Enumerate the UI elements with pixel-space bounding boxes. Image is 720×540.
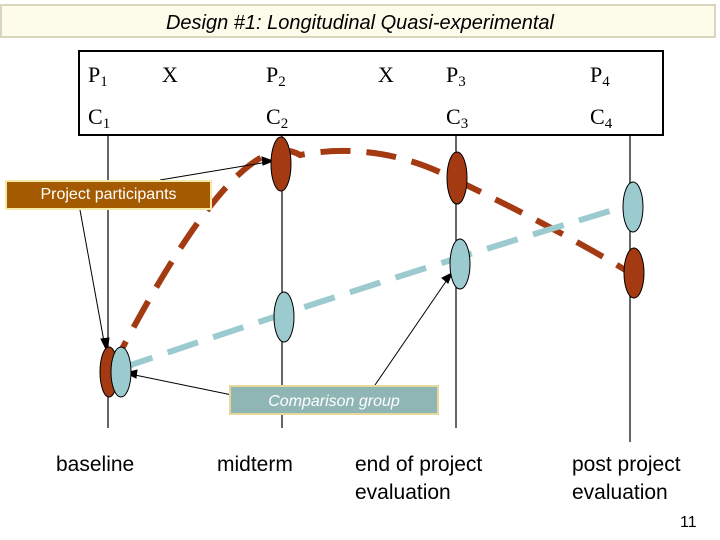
comparison-point-c3	[449, 238, 471, 290]
stage-baseline-text: baseline	[56, 453, 135, 476]
stage-post-line1: post project	[572, 453, 681, 476]
stage-post-line2: evaluation	[572, 481, 668, 504]
comparison-point-c1	[110, 346, 132, 398]
design-notation-table: P1 X P2 X P3 P4 C1 C2 C3 C4	[78, 50, 664, 136]
stage-label-end-of-project: end of project evaluation	[355, 451, 545, 507]
notation-cell-r2-1: C2	[266, 104, 289, 132]
participant-point-p4	[623, 247, 645, 299]
participants-trend-line	[109, 147, 634, 370]
notation-cell-r1-1: X	[162, 62, 178, 87]
comparison-label: Comparison group	[229, 385, 439, 415]
arrowhead-comparison-end	[441, 271, 453, 284]
slide-title: Design #1: Longitudinal Quasi-experiment…	[165, 12, 554, 34]
comparison-point-c2	[273, 291, 295, 343]
arrow-participants-midterm	[159, 161, 269, 181]
slide-number: 11	[680, 514, 697, 531]
comparison-point-c4	[622, 181, 644, 233]
notation-cell-r1-3: X	[378, 62, 394, 87]
stage-label-post-project: post project evaluation	[572, 451, 717, 507]
arrowhead-participants-midterm	[261, 156, 275, 166]
notation-cell-r2-0: C1	[88, 104, 111, 132]
stage-label-midterm: midterm	[217, 451, 293, 479]
notation-cell-r1-5: P4	[590, 62, 610, 90]
title-box: Design #1: Longitudinal Quasi-experiment…	[0, 4, 716, 38]
notation-cell-r2-3: C4	[590, 104, 613, 132]
arrow-comparison-baseline	[129, 373, 233, 396]
stage-label-baseline: baseline	[56, 451, 134, 479]
stage-end-line1: end of project	[355, 453, 483, 476]
participants-label: Project participants	[5, 180, 212, 210]
notation-cell-r1-4: P3	[446, 62, 466, 90]
participant-point-p3	[446, 151, 468, 205]
arrow-participants-baseline	[79, 209, 106, 348]
comparison-trend-line	[121, 202, 631, 371]
comparison-points	[110, 181, 644, 398]
notation-cell-r1-2: P2	[266, 62, 286, 90]
stage-end-line2: evaluation	[355, 481, 451, 504]
notation-cell-r2-2: C3	[446, 104, 469, 132]
stage-midterm-text: midterm	[217, 453, 293, 476]
arrows	[79, 156, 453, 396]
notation-cell-r1-0: P1	[88, 62, 108, 90]
arrow-comparison-end	[374, 276, 450, 386]
participant-point-p2	[270, 136, 292, 192]
